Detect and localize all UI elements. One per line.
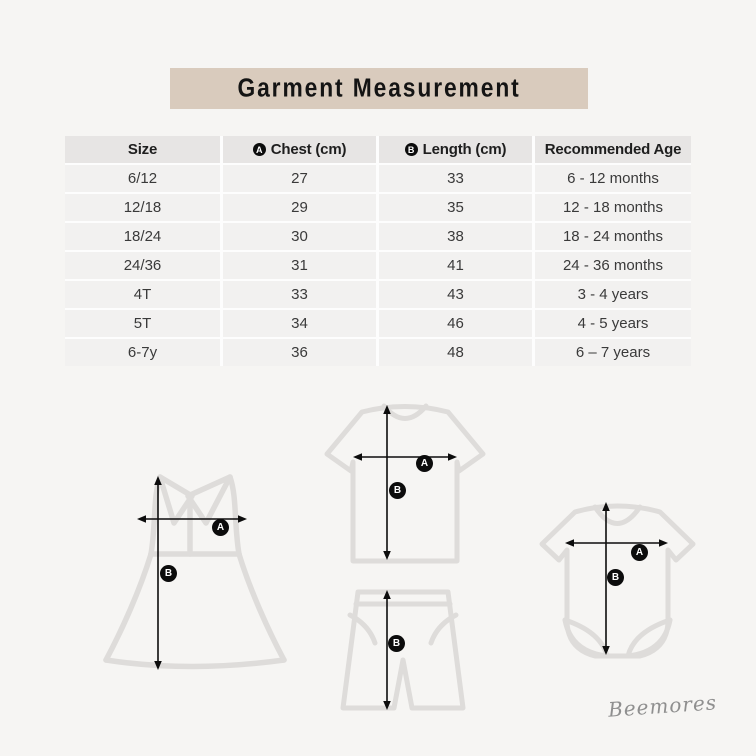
dress-outline xyxy=(103,474,287,670)
arrowhead-icon xyxy=(448,453,457,461)
table-cell: 41 xyxy=(379,252,532,279)
shorts-diagram xyxy=(340,589,466,711)
arrowhead-icon xyxy=(383,405,391,414)
table-cell: 18 - 24 months xyxy=(535,223,691,250)
circle-a-badge-icon: A xyxy=(252,143,266,156)
table-cell: 5T xyxy=(65,310,220,337)
table-cell: 33 xyxy=(379,165,532,192)
bodysuit-length-label: B xyxy=(607,569,624,586)
dress-diagram xyxy=(103,474,287,670)
arrowhead-icon xyxy=(238,515,247,523)
table-cell: 46 xyxy=(379,310,532,337)
table-cell: 43 xyxy=(379,281,532,308)
table-cell: 27 xyxy=(223,165,376,192)
bodysuit-chest-label: A xyxy=(631,544,648,561)
table-cell: 4T xyxy=(65,281,220,308)
table-cell: 6-7y xyxy=(65,339,220,366)
tshirt-chest-label: A xyxy=(416,455,433,472)
arrowhead-icon xyxy=(383,590,391,599)
arrowhead-icon xyxy=(383,701,391,710)
size-table: Size A Chest (cm) B Length (cm) Recommended A… xyxy=(65,136,691,366)
header-cell: B Length (cm) xyxy=(379,136,532,163)
circle-b-badge-icon: B xyxy=(404,143,418,156)
tshirt-measure-arrows xyxy=(353,405,457,560)
table-cell: 6/12 xyxy=(65,165,220,192)
arrowhead-icon xyxy=(602,502,610,511)
table-cell: 48 xyxy=(379,339,532,366)
tshirt-outline xyxy=(324,403,486,564)
table-cell: 6 – 7 years xyxy=(535,339,691,366)
table-cell: 12 - 18 months xyxy=(535,194,691,221)
tshirt-length-label: B xyxy=(389,482,406,499)
table-cell: 29 xyxy=(223,194,376,221)
arrowhead-icon xyxy=(602,646,610,655)
arrowhead-icon xyxy=(154,661,162,670)
header-label: Recommended Age xyxy=(544,141,682,158)
arrowhead-icon xyxy=(154,476,162,485)
shorts-measure-arrows xyxy=(383,590,391,710)
table-cell: 33 xyxy=(223,281,376,308)
shorts-outline xyxy=(340,589,466,711)
table-cell: 3 - 4 years xyxy=(535,281,691,308)
table-cell: 34 xyxy=(223,310,376,337)
page-title: Garment Measurement xyxy=(237,73,521,103)
tshirt-diagram xyxy=(324,403,486,564)
table-cell: 6 - 12 months xyxy=(535,165,691,192)
table-cell: 24/36 xyxy=(65,252,220,279)
bodysuit-outline xyxy=(539,503,696,659)
header-cell: Recommended Age xyxy=(535,136,691,163)
brand-signature: Beemores xyxy=(607,690,718,722)
table-cell: 38 xyxy=(379,223,532,250)
arrowhead-icon xyxy=(137,515,146,523)
table-cell: 18/24 xyxy=(65,223,220,250)
arrowhead-icon xyxy=(353,453,362,461)
table-cell: 31 xyxy=(223,252,376,279)
bodysuit-measure-arrows xyxy=(565,502,668,655)
bodysuit-diagram xyxy=(539,502,696,659)
arrowhead-icon xyxy=(565,539,574,547)
title-bar: Garment Measurement xyxy=(170,68,588,109)
table-cell: 4 - 5 years xyxy=(535,310,691,337)
table-cell: 24 - 36 months xyxy=(535,252,691,279)
header-label: Chest (cm) xyxy=(270,141,347,158)
shorts-length-label: B xyxy=(388,635,405,652)
arrowhead-icon xyxy=(659,539,668,547)
table-cell: 30 xyxy=(223,223,376,250)
dress-length-label: B xyxy=(160,565,177,582)
header-cell: A Chest (cm) xyxy=(223,136,376,163)
arrowhead-icon xyxy=(383,551,391,560)
header-label: Length (cm) xyxy=(422,141,507,158)
dress-chest-label: A xyxy=(212,519,229,536)
table-cell: 36 xyxy=(223,339,376,366)
header-cell: Size xyxy=(65,136,220,163)
table-cell: 35 xyxy=(379,194,532,221)
header-label: Size xyxy=(127,141,158,158)
table-cell: 12/18 xyxy=(65,194,220,221)
